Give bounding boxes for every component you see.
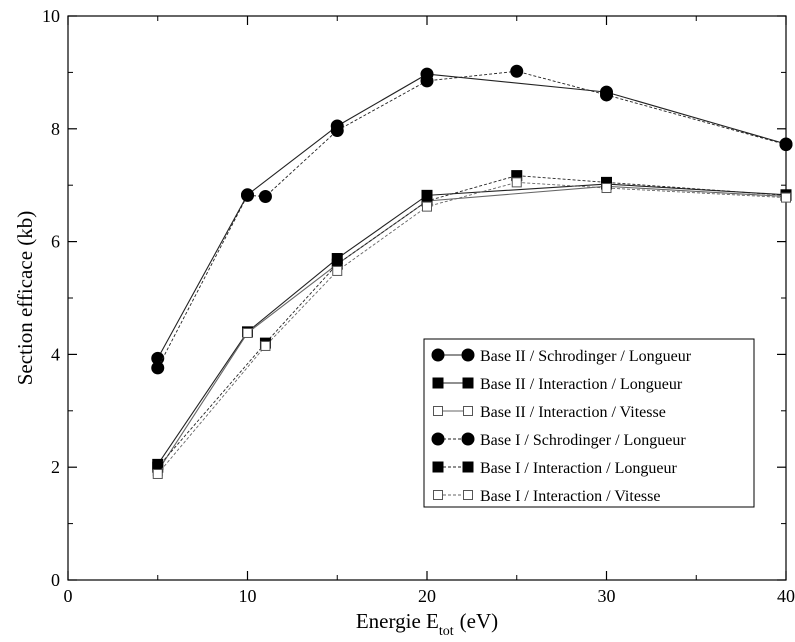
x-tick-label: 10 <box>239 586 257 606</box>
x-axis-title-unit: (eV) <box>460 609 498 633</box>
legend-item: Base II / Interaction / Vitesse <box>433 404 666 421</box>
legend-label: Base I / Interaction / Longueur <box>480 460 677 477</box>
x-tick-label: 40 <box>777 586 795 606</box>
data-point <box>601 183 612 194</box>
legend-label: Base II / Interaction / Longueur <box>480 376 683 393</box>
legend-marker <box>462 461 474 473</box>
y-tick-label: 2 <box>51 457 60 477</box>
x-axis-title-subscript: tot <box>439 624 454 639</box>
legend-box <box>423 338 755 508</box>
series-layer <box>151 64 793 479</box>
series-1 <box>151 67 793 365</box>
x-tick-label: 30 <box>598 586 616 606</box>
legend-label: Base II / Interaction / Vitesse <box>480 404 666 421</box>
x-tick-label: 0 <box>64 586 73 606</box>
data-point <box>332 265 343 276</box>
data-point <box>152 468 163 479</box>
y-tick-label: 0 <box>51 570 60 590</box>
data-point <box>330 123 344 137</box>
data-point <box>241 188 254 202</box>
legend-marker <box>461 432 475 446</box>
x-tick-label: 20 <box>418 586 436 606</box>
legend-marker <box>463 490 473 500</box>
y-tick-label: 8 <box>51 119 60 139</box>
legend-label: Base II / Schrodinger / Longueur <box>480 348 692 365</box>
series-line <box>157 183 787 465</box>
legend: Base II / Schrodinger / Longueur Base II … <box>423 338 755 508</box>
y-axis-title: Section efficace (kb) <box>13 211 37 386</box>
y-tick-label: 6 <box>51 232 60 252</box>
legend-marker <box>432 461 444 473</box>
data-point <box>779 138 793 152</box>
data-point <box>781 192 791 203</box>
data-point <box>422 201 432 212</box>
series-6 <box>152 177 791 479</box>
axis-ticks: 0 10 20 30 40 0 2 4 6 8 10 <box>42 6 795 606</box>
legend-marker <box>433 406 443 416</box>
legend-marker <box>431 432 445 446</box>
data-point <box>600 88 613 102</box>
legend-marker <box>431 348 445 362</box>
legend-marker <box>462 377 474 389</box>
series-line <box>157 70 787 369</box>
legend-marker <box>432 377 444 389</box>
data-point <box>511 177 522 188</box>
legend-marker <box>461 348 475 362</box>
legend-item: Base I / Interaction / Longueur <box>432 460 677 477</box>
x-axis-title: Energie Etot (eV) <box>356 609 498 639</box>
legend-marker <box>433 490 443 500</box>
legend-marker <box>463 406 473 416</box>
data-point <box>510 64 524 78</box>
legend-item: Base II / Interaction / Longueur <box>432 376 683 393</box>
data-point <box>260 340 271 351</box>
series-line <box>157 73 787 359</box>
y-tick-label: 4 <box>51 344 60 364</box>
data-point <box>258 189 272 203</box>
x-axis-title-main: Energie E <box>356 609 439 633</box>
legend-item: Base II / Schrodinger / Longueur <box>431 348 692 365</box>
legend-item: Base I / Interaction / Vitesse <box>433 488 660 505</box>
y-tick-label: 10 <box>42 6 60 26</box>
series-4 <box>151 64 793 375</box>
data-point <box>242 327 253 338</box>
data-point <box>151 361 165 375</box>
legend-item: Base I / Schrodinger / Longueur <box>431 432 686 449</box>
legend-label: Base I / Schrodinger / Longueur <box>480 432 686 449</box>
legend-label: Base I / Interaction / Vitesse <box>480 488 660 505</box>
data-point <box>420 74 434 88</box>
